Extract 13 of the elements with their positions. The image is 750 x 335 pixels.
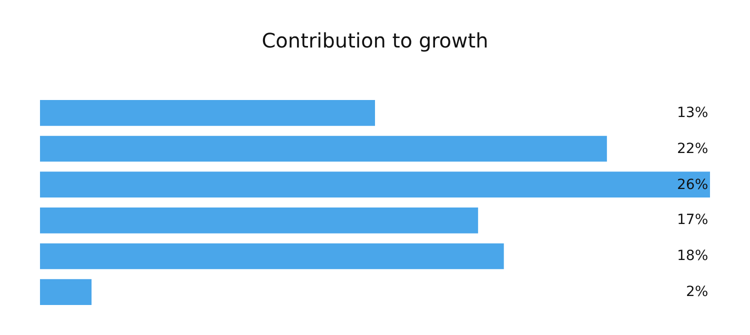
data-label: 13%	[677, 105, 708, 121]
data-label: 17%	[677, 212, 708, 228]
bar	[40, 136, 607, 162]
chart-title: Contribution to growth	[262, 28, 488, 52]
bar	[40, 208, 478, 234]
data-label: 22%	[677, 141, 708, 157]
bar	[40, 100, 375, 126]
bar	[40, 243, 504, 270]
data-label: 26%	[677, 177, 708, 193]
data-label: 18%	[677, 248, 708, 264]
bar	[40, 172, 710, 198]
bar	[40, 279, 92, 305]
data-label: 2%	[686, 284, 708, 300]
